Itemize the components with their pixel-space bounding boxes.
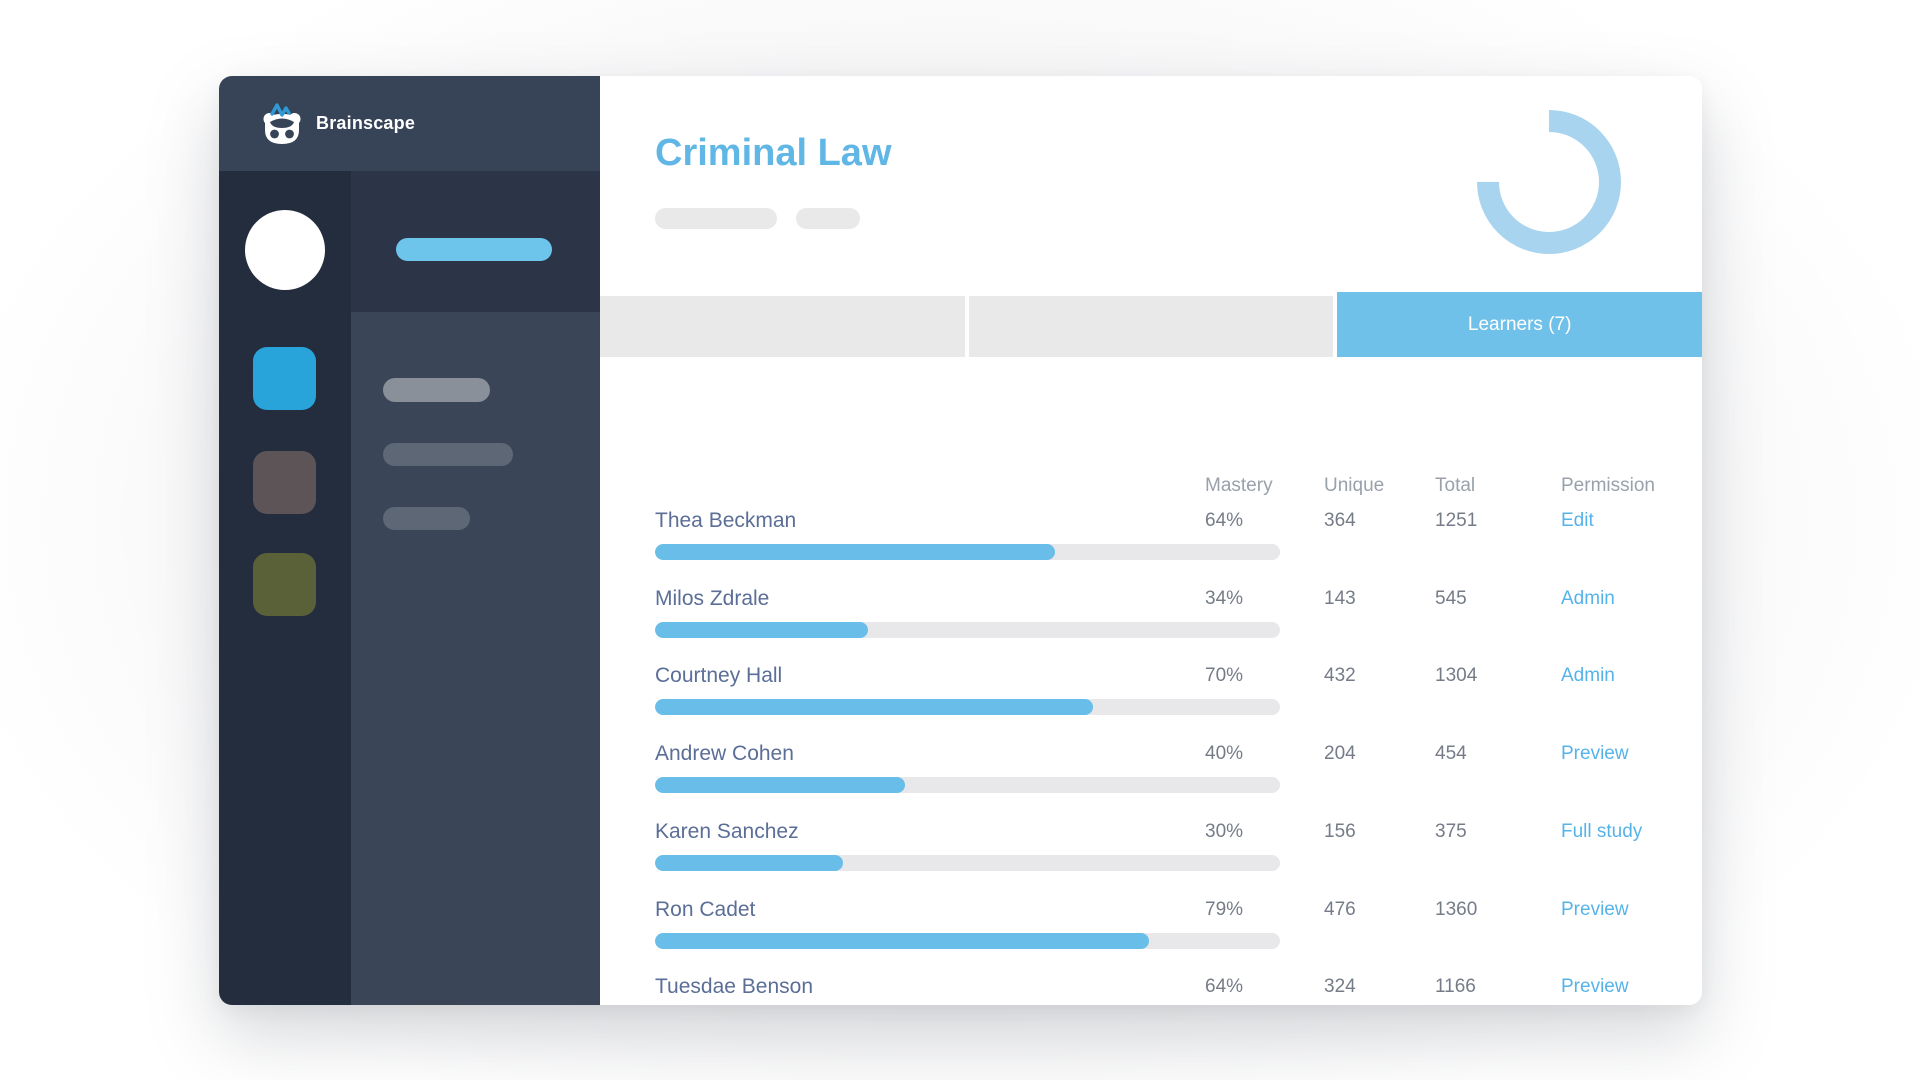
total-value: 454 — [1435, 743, 1467, 764]
column-header-unique: Unique — [1324, 475, 1385, 496]
page-title: Criminal Law — [655, 132, 892, 174]
app-card: Brainscape Criminal Law — [219, 76, 1702, 1005]
mastery-progress-fill — [655, 777, 905, 793]
table-row: Andrew Cohen 40% 204 454 Preview — [600, 742, 1702, 798]
learner-name-link[interactable]: Karen Sanchez — [655, 820, 799, 843]
mastery-donut-chart — [1477, 110, 1621, 254]
mastery-value: 40% — [1205, 743, 1244, 764]
brainscape-robot-logo-icon — [263, 102, 301, 144]
sidebar-header: Brainscape — [219, 76, 600, 171]
title-placeholder-pill — [655, 208, 777, 229]
total-value: 375 — [1435, 821, 1467, 842]
deck-panel — [351, 171, 600, 1005]
unique-value: 204 — [1324, 743, 1356, 764]
avatar[interactable] — [245, 210, 325, 290]
mastery-progress-bar — [655, 855, 1280, 871]
learner-name-link[interactable]: Thea Beckman — [655, 509, 797, 532]
total-value: 1304 — [1435, 665, 1478, 686]
mastery-progress-fill — [655, 622, 868, 638]
table-row: Thea Beckman 64% 364 1251 Edit — [600, 509, 1702, 565]
active-deck-placeholder-pill[interactable] — [396, 238, 552, 261]
mastery-progress-fill — [655, 933, 1149, 949]
learner-name-link[interactable]: Ron Cadet — [655, 898, 756, 921]
unique-value: 432 — [1324, 665, 1356, 686]
nav-item-brown-square[interactable] — [253, 451, 316, 514]
mastery-progress-fill — [655, 855, 843, 871]
deck-placeholder-pill — [383, 378, 490, 402]
table-row: Courtney Hall 70% 432 1304 Admin — [600, 664, 1702, 720]
mastery-value: 79% — [1205, 899, 1244, 920]
tab-label: Learners (7) — [1467, 313, 1572, 335]
tab-placeholder-2[interactable] — [968, 296, 1334, 357]
learner-name-link[interactable]: Tuesdae Benson — [655, 975, 814, 998]
permission-link[interactable]: Full study — [1561, 821, 1643, 842]
table-row: Karen Sanchez 30% 156 375 Full study — [600, 820, 1702, 876]
total-value: 1166 — [1435, 976, 1476, 997]
sidebar: Brainscape — [219, 76, 600, 1005]
learner-name-link[interactable]: Courtney Hall — [655, 664, 783, 687]
unique-value: 156 — [1324, 821, 1356, 842]
permission-link[interactable]: Admin — [1561, 665, 1615, 686]
mastery-progress-bar — [655, 544, 1280, 560]
unique-value: 143 — [1324, 588, 1356, 609]
mastery-progress-fill — [655, 544, 1055, 560]
mastery-progress-bar — [655, 777, 1280, 793]
mastery-value: 64% — [1205, 510, 1244, 531]
learner-name-link[interactable]: Andrew Cohen — [655, 742, 794, 765]
deck-panel-list-section — [351, 312, 600, 1005]
permission-link[interactable]: Preview — [1561, 976, 1629, 997]
tab-learners[interactable]: Learners (7) — [1337, 292, 1702, 357]
deck-panel-active-section — [351, 171, 600, 312]
table-header: Mastery Unique Total Permission — [600, 475, 1702, 497]
total-value: 1360 — [1435, 899, 1478, 920]
unique-value: 476 — [1324, 899, 1356, 920]
table-row: Tuesdae Benson 64% 324 1166 Preview — [600, 975, 1702, 1005]
mastery-value: 30% — [1205, 821, 1244, 842]
table-row: Ron Cadet 79% 476 1360 Preview — [600, 898, 1702, 954]
permission-link[interactable]: Preview — [1561, 743, 1629, 764]
nav-item-blue-square[interactable] — [253, 347, 316, 410]
main-content: Criminal Law Learners (7) Mastery Unique… — [600, 76, 1702, 1005]
unique-value: 324 — [1324, 976, 1356, 997]
table-row: Milos Zdrale 34% 143 545 Admin — [600, 587, 1702, 643]
deck-placeholder-pill — [383, 443, 513, 466]
learners-table-rows: Thea Beckman 64% 364 1251 Edit Milos Zdrale 34… — [600, 509, 1702, 998]
total-value: 1251 — [1435, 510, 1478, 531]
total-value: 545 — [1435, 588, 1467, 609]
mastery-progress-bar — [655, 933, 1280, 949]
brand-name: Brainscape — [316, 113, 416, 133]
unique-value: 364 — [1324, 510, 1356, 531]
column-header-permission: Permission — [1561, 475, 1655, 496]
mastery-value: 70% — [1205, 665, 1244, 686]
column-header-total: Total — [1435, 475, 1476, 496]
nav-rail — [219, 171, 351, 1005]
nav-item-olive-square[interactable] — [253, 553, 316, 616]
learner-name-link[interactable]: Milos Zdrale — [655, 587, 770, 610]
title-placeholder-pill — [796, 208, 860, 229]
mastery-progress-bar — [655, 622, 1280, 638]
permission-link[interactable]: Preview — [1561, 899, 1629, 920]
mastery-progress-bar — [655, 699, 1280, 715]
permission-link[interactable]: Edit — [1561, 510, 1594, 531]
mastery-value: 64% — [1205, 976, 1244, 997]
deck-placeholder-pill — [383, 507, 470, 530]
mastery-value: 34% — [1205, 588, 1244, 609]
permission-link[interactable]: Admin — [1561, 588, 1615, 609]
tab-bar: Learners (7) — [600, 292, 1702, 357]
column-header-mastery: Mastery — [1205, 475, 1273, 496]
tab-placeholder-1[interactable] — [600, 296, 965, 357]
mastery-progress-fill — [655, 699, 1093, 715]
